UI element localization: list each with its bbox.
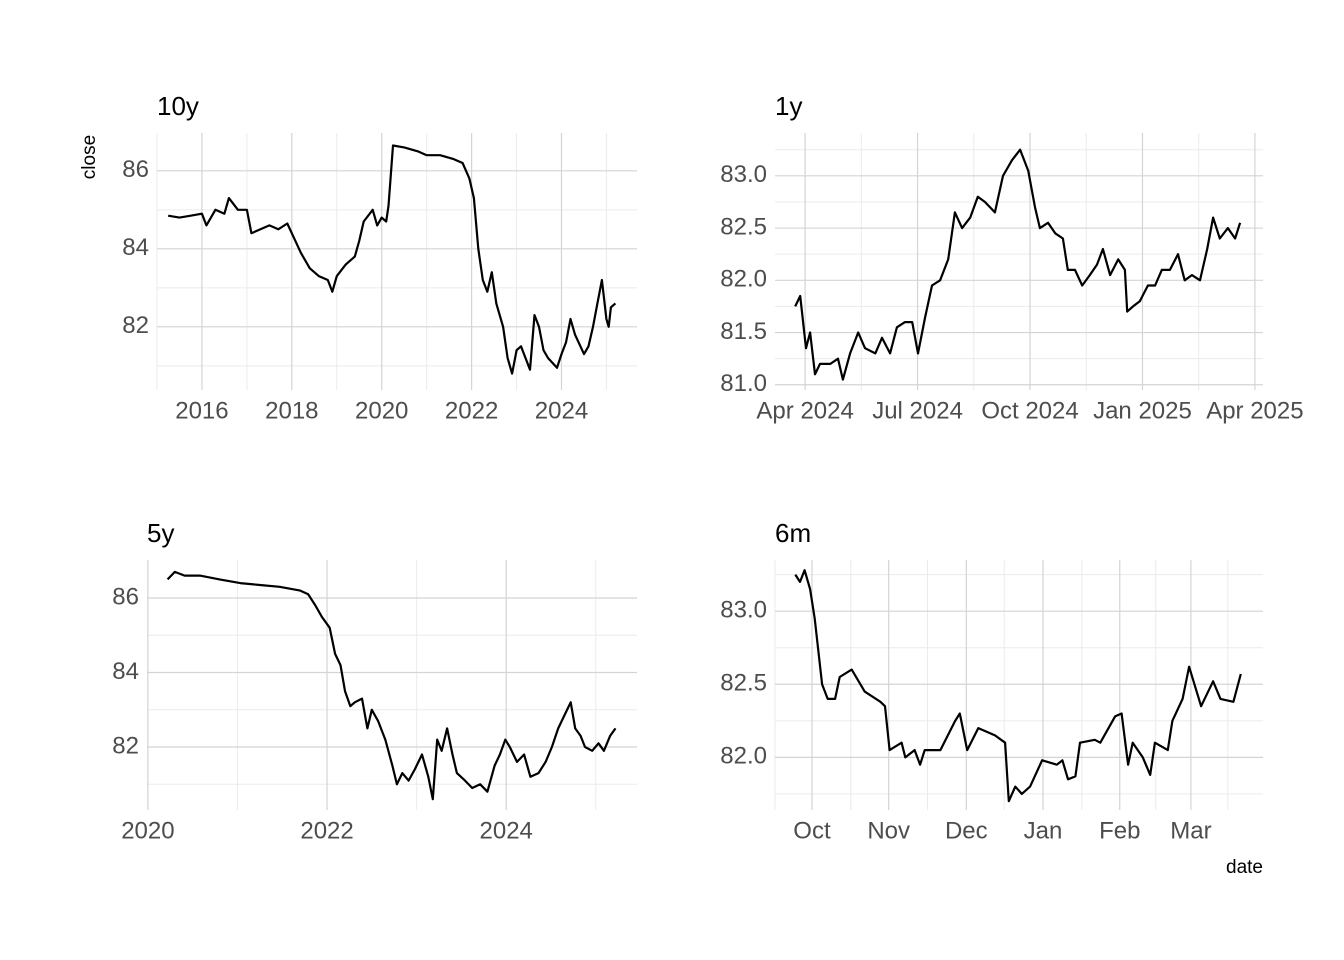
y-tick-label: 82.5: [720, 213, 767, 240]
y-tick-label: 82: [112, 732, 139, 759]
x-tick-label: 2020: [121, 817, 174, 844]
x-tick-label: 2024: [535, 397, 588, 424]
y-tick-label: 82.5: [720, 670, 767, 697]
x-tick-label: Apr 2025: [1206, 397, 1303, 424]
y-tick-label: 81.0: [720, 370, 767, 397]
x-tick-label: 2020: [355, 397, 408, 424]
x-tick-label: 2022: [300, 817, 353, 844]
panel-title: 5y: [147, 518, 174, 548]
price-line: [168, 144, 617, 375]
price-line: [166, 570, 617, 801]
x-tick-label: Nov: [867, 817, 910, 844]
y-tick-label: 84: [112, 658, 139, 685]
y-tick-label: 81.5: [720, 318, 767, 345]
y-axis-label: close: [79, 135, 100, 179]
y-tick-label: 84: [122, 234, 149, 261]
x-tick-label: Apr 2024: [756, 397, 853, 424]
price-line: [794, 148, 1242, 381]
x-tick-label: 2022: [445, 397, 498, 424]
x-tick-label: 2016: [175, 397, 228, 424]
panel-title: 6m: [775, 518, 811, 548]
y-tick-label: 86: [122, 156, 149, 183]
y-tick-label: 83.0: [720, 597, 767, 624]
y-tick-label: 82.0: [720, 266, 767, 293]
x-tick-label: 2018: [265, 397, 318, 424]
y-tick-label: 82: [122, 312, 149, 339]
x-tick-label: Mar: [1170, 817, 1211, 844]
x-axis-label: date: [1226, 857, 1263, 878]
price-line: [794, 569, 1242, 803]
y-tick-label: 86: [112, 583, 139, 610]
y-tick-label: 83.0: [720, 161, 767, 188]
x-tick-label: Feb: [1099, 817, 1140, 844]
x-tick-label: 2024: [480, 817, 533, 844]
x-tick-label: Jul 2024: [872, 397, 963, 424]
x-tick-label: Oct 2024: [981, 397, 1078, 424]
panel-title: 10y: [157, 91, 199, 121]
x-tick-label: Dec: [945, 817, 988, 844]
y-tick-label: 82.0: [720, 743, 767, 770]
x-tick-label: Jan 2025: [1093, 397, 1192, 424]
x-tick-label: Oct: [793, 817, 831, 844]
x-tick-label: Jan: [1024, 817, 1063, 844]
panel-title: 1y: [775, 91, 802, 121]
